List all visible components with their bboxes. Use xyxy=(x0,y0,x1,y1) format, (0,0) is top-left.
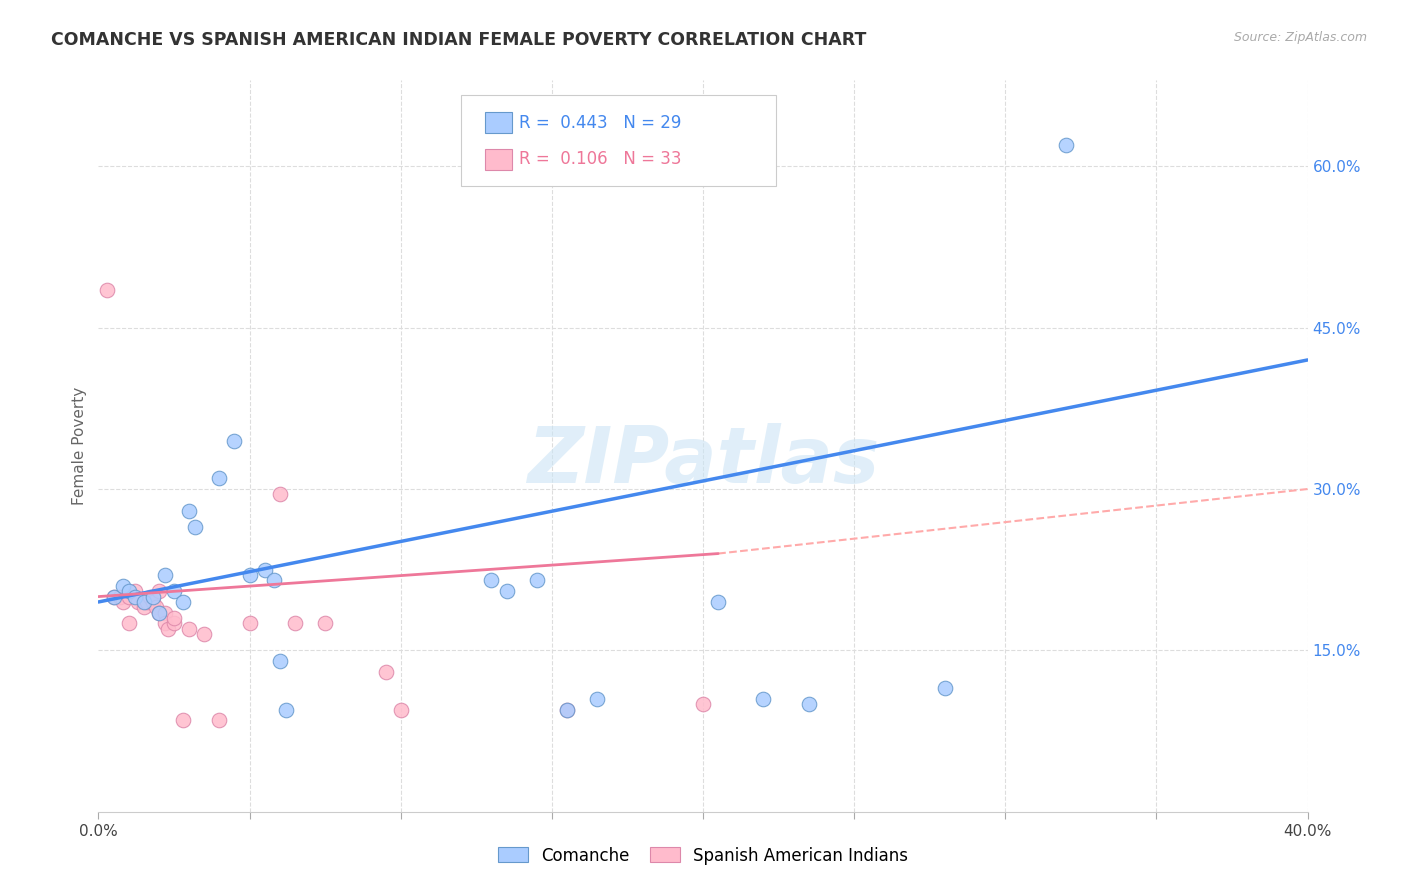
Point xyxy=(127,595,149,609)
Point xyxy=(208,714,231,728)
Point xyxy=(526,574,548,588)
Point xyxy=(184,519,207,533)
Point xyxy=(142,595,165,609)
Point xyxy=(253,563,276,577)
Point xyxy=(132,595,155,609)
Point xyxy=(156,622,179,636)
Point xyxy=(103,590,125,604)
Point xyxy=(172,714,194,728)
Point xyxy=(148,606,170,620)
Point xyxy=(145,600,167,615)
Point xyxy=(495,584,517,599)
Point xyxy=(103,590,125,604)
Point xyxy=(208,471,231,485)
Point xyxy=(193,627,215,641)
Text: R =  0.106   N = 33: R = 0.106 N = 33 xyxy=(519,150,682,169)
Point xyxy=(142,590,165,604)
Point xyxy=(797,697,820,711)
Point xyxy=(118,616,141,631)
Point xyxy=(586,691,609,706)
Point xyxy=(148,584,170,599)
FancyBboxPatch shape xyxy=(461,95,776,186)
Point xyxy=(274,702,297,716)
Point xyxy=(269,487,291,501)
Point xyxy=(179,503,201,517)
Point xyxy=(163,584,186,599)
Point xyxy=(96,283,118,297)
Point xyxy=(1054,137,1077,152)
Point xyxy=(108,590,131,604)
Text: COMANCHE VS SPANISH AMERICAN INDIAN FEMALE POVERTY CORRELATION CHART: COMANCHE VS SPANISH AMERICAN INDIAN FEMA… xyxy=(51,31,866,49)
FancyBboxPatch shape xyxy=(485,149,512,169)
Point xyxy=(239,616,262,631)
Point xyxy=(269,654,291,668)
Point xyxy=(934,681,956,695)
Point xyxy=(172,595,194,609)
Point xyxy=(132,595,155,609)
Point xyxy=(111,579,134,593)
Point xyxy=(481,574,503,588)
Point xyxy=(314,616,336,631)
Point xyxy=(707,595,730,609)
Text: ZIPatlas: ZIPatlas xyxy=(527,423,879,499)
Point xyxy=(153,616,176,631)
Point xyxy=(132,600,155,615)
Point xyxy=(239,568,262,582)
Point xyxy=(374,665,396,679)
Point xyxy=(752,691,775,706)
Point xyxy=(224,434,246,448)
Point xyxy=(555,702,578,716)
Point xyxy=(118,584,141,599)
Point xyxy=(163,611,186,625)
Point xyxy=(179,622,201,636)
Point xyxy=(692,697,714,711)
Point xyxy=(124,590,146,604)
Point xyxy=(263,574,285,588)
Point xyxy=(555,702,578,716)
Point xyxy=(124,584,146,599)
Point xyxy=(148,606,170,620)
Point xyxy=(111,595,134,609)
Point xyxy=(153,606,176,620)
Point xyxy=(153,568,176,582)
Y-axis label: Female Poverty: Female Poverty xyxy=(72,387,87,505)
FancyBboxPatch shape xyxy=(485,112,512,133)
Point xyxy=(135,595,157,609)
Point xyxy=(118,590,141,604)
Text: Source: ZipAtlas.com: Source: ZipAtlas.com xyxy=(1233,31,1367,45)
Point xyxy=(284,616,307,631)
Point xyxy=(389,702,412,716)
Legend: Comanche, Spanish American Indians: Comanche, Spanish American Indians xyxy=(489,838,917,873)
Text: R =  0.443   N = 29: R = 0.443 N = 29 xyxy=(519,113,682,132)
Point xyxy=(139,590,162,604)
Point xyxy=(163,616,186,631)
